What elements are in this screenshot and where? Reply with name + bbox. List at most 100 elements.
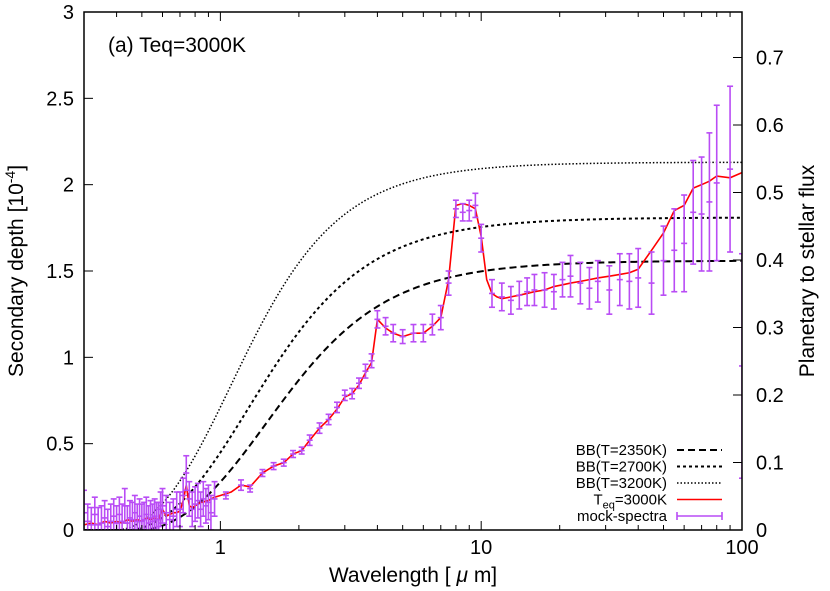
- data-point: [531, 273, 538, 307]
- data-point: [559, 261, 566, 298]
- data-point: [472, 192, 479, 219]
- data-point: [183, 454, 190, 492]
- data-point: [104, 508, 111, 530]
- legend-label: BB(T=2350K): [576, 442, 667, 459]
- data-point: [163, 494, 170, 530]
- data-point: [362, 363, 369, 379]
- data-point: [390, 323, 397, 343]
- data-point: [706, 132, 713, 272]
- y-tick-label: 2: [63, 175, 74, 197]
- x-tick-label: 10: [470, 537, 492, 559]
- data-point: [280, 458, 287, 467]
- data-point: [616, 252, 623, 307]
- data-point: [660, 225, 667, 296]
- data-point: [586, 266, 593, 310]
- plot-content: [84, 85, 742, 530]
- data-point: [516, 280, 523, 310]
- data-point: [333, 401, 340, 414]
- data-point: [445, 270, 452, 296]
- x-tick-label: 1: [215, 537, 226, 559]
- data-point: [698, 156, 705, 272]
- data-point: [594, 259, 601, 303]
- legend-item: BB(T=3200K): [576, 475, 722, 492]
- data-point: [681, 194, 688, 293]
- data-point: [84, 489, 87, 530]
- data-point: [690, 159, 697, 265]
- data-point: [466, 199, 473, 222]
- y2-tick-label: 0: [756, 520, 767, 542]
- data-point: [577, 261, 584, 305]
- data-point: [238, 479, 245, 492]
- data-point: [247, 484, 254, 493]
- data-point: [488, 278, 495, 309]
- legend-item: BB(T=2350K): [576, 442, 722, 459]
- y2-tick-label: 0.6: [756, 115, 784, 137]
- legend-label: BB(T=2700K): [576, 459, 667, 476]
- data-point: [437, 304, 444, 331]
- data-point: [290, 449, 297, 459]
- y2-tick-label: 0.1: [756, 452, 784, 474]
- legend-label: BB(T=3200K): [576, 475, 667, 492]
- data-point: [498, 282, 505, 312]
- data-point: [478, 223, 485, 253]
- data-point: [341, 389, 348, 402]
- data-point: [452, 199, 459, 219]
- y-tick-label: 3: [63, 2, 74, 24]
- data-point: [316, 422, 323, 435]
- y2-tick-label: 0.4: [756, 250, 784, 272]
- legend: BB(T=2350K)BB(T=2700K)BB(T=3200K)Teq=300…: [576, 442, 723, 525]
- data-point: [84, 503, 91, 530]
- data-point: [626, 252, 633, 310]
- legend-item: BB(T=2700K): [576, 459, 722, 476]
- data-point: [541, 271, 548, 309]
- data-point: [211, 480, 218, 517]
- y-tick-label: 1.5: [46, 261, 74, 283]
- data-point: [550, 273, 557, 310]
- data-point: [507, 285, 514, 315]
- data-point: [95, 506, 102, 530]
- y-tick-label: 0: [63, 520, 74, 542]
- series-line-bb-2: [84, 161, 742, 530]
- y2-axis-title: Planetary to stellar flux: [796, 164, 819, 377]
- x-tick-label: 100: [725, 537, 758, 559]
- data-point: [648, 251, 655, 315]
- y-tick-label: 0.5: [46, 434, 74, 456]
- data-point: [713, 104, 720, 262]
- data-point: [270, 461, 277, 471]
- data-point: [298, 446, 305, 455]
- y2-tick-label: 0.5: [756, 182, 784, 204]
- data-point: [207, 494, 214, 530]
- legend-item: mock-spectra: [577, 508, 723, 525]
- data-point: [222, 491, 229, 500]
- data-point: [606, 265, 613, 315]
- legend-label: Teq=3000K: [593, 492, 667, 512]
- y-axis-title: Secondary depth [10-4]: [2, 165, 28, 377]
- x-axis-title: Wavelength [ μ m]: [329, 564, 497, 587]
- data-point: [459, 202, 466, 222]
- axis-ticks: [83, 11, 743, 531]
- data-point: [306, 434, 313, 447]
- data-point: [727, 85, 734, 253]
- data-point: [410, 323, 417, 343]
- data-point: [166, 501, 173, 530]
- data-point: [180, 477, 187, 514]
- data-point: [382, 316, 389, 336]
- data-point: [91, 496, 98, 530]
- data-point: [567, 254, 574, 298]
- y2-tick-label: 0.2: [756, 385, 784, 407]
- axis-tick-labels: 1 10 10000.511.522.5300.10.20.30.40.50.60.…: [46, 2, 784, 559]
- data-point: [399, 328, 406, 345]
- data-point: [110, 498, 117, 530]
- data-point: [107, 503, 114, 530]
- data-point: [186, 480, 193, 517]
- y-tick-label: 2.5: [46, 88, 74, 110]
- data-point: [420, 323, 427, 343]
- legend-label: mock-spectra: [577, 508, 668, 525]
- panel-label: (a) Teq=3000K: [108, 34, 246, 57]
- data-point: [170, 498, 177, 530]
- data-point: [88, 506, 95, 530]
- data-point: [259, 468, 266, 478]
- data-point: [368, 353, 375, 369]
